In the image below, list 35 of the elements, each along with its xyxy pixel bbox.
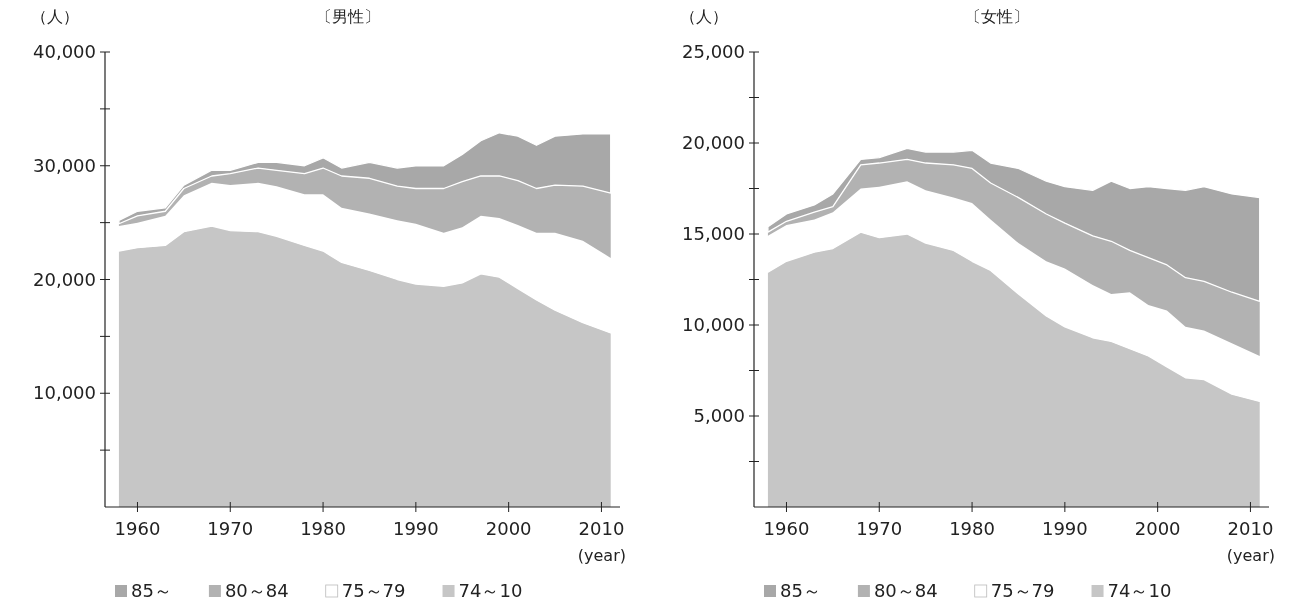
x-tick-label: 1980 (949, 518, 995, 539)
x-axis-title: (year) (577, 546, 626, 565)
y-tick-label: 25,000 (682, 41, 745, 62)
legend-label: 80～84 (873, 580, 938, 601)
x-tick-label: 1990 (1041, 518, 1088, 539)
y-tick-label: 20,000 (33, 268, 96, 290)
x-tick-label: 1980 (300, 518, 346, 539)
y-tick-label: 5,000 (693, 405, 745, 426)
legend-label: 85～ (780, 580, 821, 601)
legend-label: 80～84 (224, 580, 289, 601)
y-tick-label: 15,000 (682, 223, 745, 244)
y-tick-label: 30,000 (33, 154, 96, 176)
x-axis-title: (year) (1226, 546, 1275, 565)
x-tick-label: 2010 (1227, 518, 1274, 539)
chart-title: 〔女性〕 (964, 7, 1029, 26)
y-tick-label: 10,000 (33, 382, 96, 404)
x-tick-label: 1970 (207, 518, 254, 539)
legend-label: 85～ (131, 580, 172, 601)
chart-title: 〔男性〕 (315, 7, 380, 26)
y-axis-title: （人） (680, 7, 728, 26)
x-tick-label: 2010 (578, 518, 625, 539)
legend-label: 74～10 (1107, 580, 1172, 601)
legend-label: 75～79 (990, 580, 1055, 601)
x-tick-label: 1990 (392, 518, 439, 539)
x-tick-label: 2000 (485, 518, 532, 539)
legend-label: 74～10 (458, 580, 523, 601)
x-tick-label: 1970 (856, 518, 903, 539)
x-tick-label: 1960 (114, 518, 161, 539)
y-tick-label: 40,000 (33, 41, 96, 62)
legend-label: 75～79 (341, 580, 406, 601)
x-tick-label: 1960 (763, 518, 810, 539)
y-tick-label: 20,000 (682, 132, 745, 153)
x-tick-label: 2000 (1134, 518, 1181, 539)
y-tick-label: 10,000 (682, 314, 745, 335)
y-axis-title: （人） (31, 7, 79, 26)
